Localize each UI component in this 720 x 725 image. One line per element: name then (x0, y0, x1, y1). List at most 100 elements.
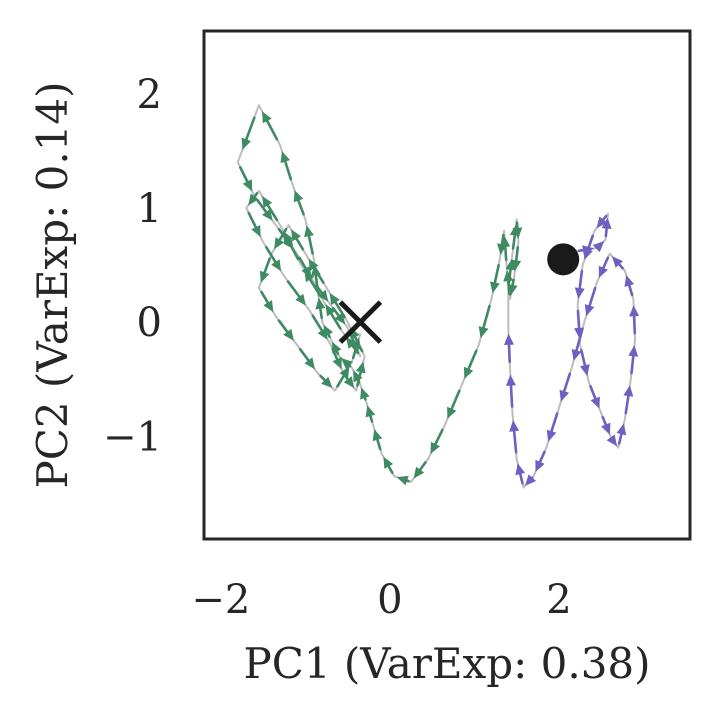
arrow-mark (293, 190, 305, 216)
arrow-head (360, 387, 370, 400)
arrow-mark (583, 234, 595, 260)
arrow-head (271, 259, 282, 272)
arrow-mark (598, 256, 610, 278)
arrow-head (592, 241, 605, 253)
arrow-mark (601, 415, 611, 435)
arrow-mark (336, 366, 350, 388)
arrow-mark (623, 385, 634, 415)
arrow-mark (256, 199, 273, 221)
arrow-head (616, 423, 627, 436)
arrow-head (612, 256, 623, 268)
arrow-mark (478, 304, 491, 339)
arrow-head (317, 327, 328, 340)
arrow-mark (504, 333, 514, 364)
arrow-series-late (239, 111, 523, 486)
arrow-head (574, 287, 585, 299)
arrow-mark (509, 420, 520, 454)
arrow-mark (248, 192, 259, 206)
arrow-head (396, 475, 409, 486)
arrow-head (447, 406, 457, 419)
arrow-mark (535, 450, 546, 472)
arrow-mark (592, 241, 605, 253)
arrow-head (525, 474, 537, 486)
arrow-mark (512, 221, 523, 239)
arrow-mark (343, 374, 355, 388)
arrow-head (262, 209, 273, 221)
arrow-mark (589, 384, 600, 409)
arrow-head (583, 247, 593, 260)
arrow-mark (260, 257, 272, 283)
arrow-head (283, 231, 293, 244)
arrow-mark (372, 429, 383, 451)
arrow-head (505, 258, 516, 271)
y-tick-label: 2 (137, 72, 162, 118)
arrow-head (242, 179, 253, 192)
arrow-mark (262, 111, 279, 141)
arrow-head (601, 217, 612, 229)
arrow-head (317, 289, 329, 302)
arrow-head (503, 270, 514, 282)
arrow-head (509, 420, 520, 432)
arrow-mark (396, 475, 410, 486)
arrow-head (497, 243, 507, 255)
arrow-mark (624, 275, 635, 297)
arrow-mark (283, 231, 300, 261)
arrow-mark (629, 305, 640, 335)
arrow-mark (241, 116, 256, 150)
arrow-head (274, 237, 285, 250)
arrow-mark (304, 225, 314, 255)
arrow-mark (616, 423, 627, 445)
arrow-mark (511, 246, 522, 272)
arrow-mark (286, 280, 306, 306)
arrow-mark (559, 372, 572, 402)
arrow-head (304, 225, 314, 238)
arrow-head (295, 293, 306, 306)
arrow-head (291, 229, 301, 242)
arrow-head (512, 227, 523, 239)
arrow-mark (319, 374, 333, 388)
arrow-mark (365, 405, 376, 423)
arrow-head (606, 434, 618, 447)
arrow-mark (351, 337, 361, 360)
arrow-mark (280, 151, 293, 181)
arrow-head (598, 265, 608, 278)
arrow-head (251, 225, 261, 238)
x-axis-label: PC1 (VarExp: 0.38) (243, 639, 650, 688)
arrow-mark (490, 263, 500, 294)
arrow-head (329, 293, 340, 305)
arrow-mark (515, 463, 526, 485)
arrow-mark (325, 304, 342, 330)
arrow-head (304, 357, 315, 370)
arrow-mark (601, 217, 612, 238)
arrow-head (355, 361, 366, 374)
end-marker-stroke (338, 300, 383, 344)
arrow-mark (506, 374, 516, 408)
arrow-mark (331, 347, 342, 370)
arrow-head (339, 366, 350, 379)
plot-area (236, 104, 640, 489)
arrow-head (580, 364, 590, 376)
arrow-head (584, 304, 595, 317)
arrow-mark (383, 456, 394, 475)
arrow-head (511, 259, 522, 272)
arrow-mark (580, 349, 590, 376)
arrow-head (262, 196, 273, 208)
arrow-head (315, 297, 326, 310)
arrow-series-early (504, 214, 640, 486)
arrow-head (308, 258, 319, 271)
arrow-head (304, 270, 315, 283)
arrow-head (293, 190, 304, 203)
arrow-mark (360, 387, 370, 401)
arrow-mark (291, 229, 305, 251)
arrow-head (263, 300, 274, 313)
arrow-head (624, 275, 635, 287)
arrow-mark (264, 246, 282, 272)
arrow-head (372, 429, 383, 442)
arrow-head (478, 326, 489, 339)
arrow-head (321, 376, 333, 388)
trajectory-line (236, 104, 637, 489)
arrow-mark (274, 228, 288, 250)
arrow-head (353, 370, 363, 383)
